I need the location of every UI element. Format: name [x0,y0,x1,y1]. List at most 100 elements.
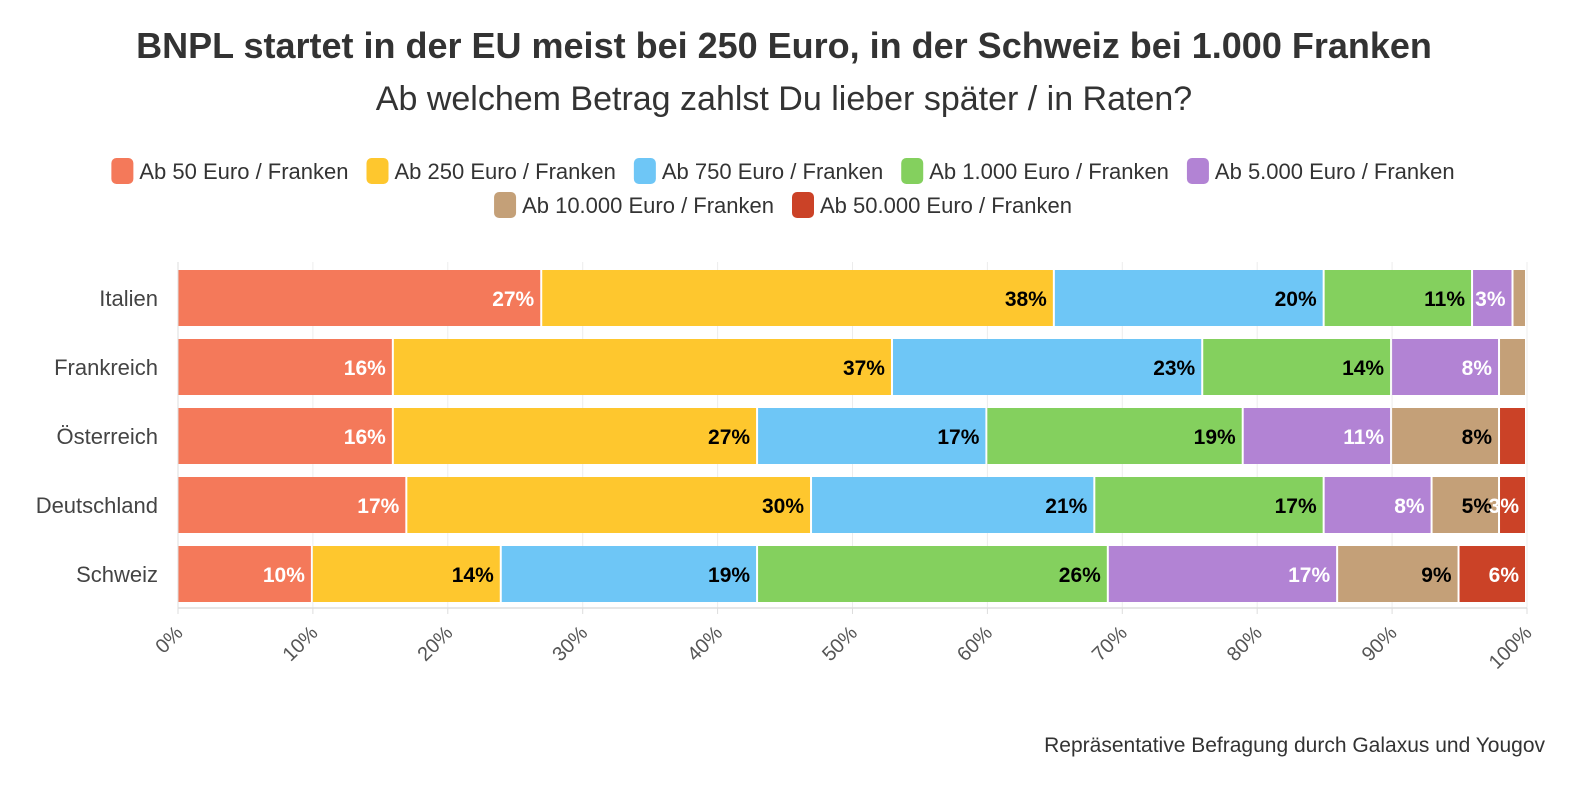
x-axis: 0% 10% 20% 30% 40% 50% 60% 70% 80% 90% 100% [152,262,1537,674]
data-label: 3% [1489,495,1520,518]
data-label: 11% [1343,426,1384,449]
legend-swatch [633,158,656,184]
legend-swatch [792,192,814,218]
data-label: 17% [1275,495,1317,518]
bar-segment [1459,546,1525,602]
x-tick-label: 20% [413,622,457,666]
legend-item: Ab 50 Euro / Franken [111,158,349,184]
category-label: Italien [99,286,158,311]
legend-swatch [1186,158,1209,184]
bar-segment [178,477,406,533]
category-label: Österreich [57,424,158,449]
bar-segment [1500,339,1525,395]
bar-segment [1513,270,1525,326]
data-label: 10% [263,564,305,587]
data-label: 20% [1275,288,1317,311]
legend-label: Ab 10.000 Euro / Franken [522,193,774,218]
bar-segment [178,546,311,602]
data-label: 14% [452,564,494,587]
legend-item: Ab 250 Euro / Franken [366,158,616,184]
x-tick-label: 80% [1223,622,1267,666]
data-label: 9% [1421,564,1452,587]
bar-segment [758,408,986,464]
data-label: 6% [1489,564,1520,587]
data-label: 8% [1462,426,1493,449]
bar-segment [178,270,541,326]
bar-segment [1338,546,1458,602]
bar-segment [1432,477,1499,533]
x-tick-label: 60% [953,622,997,666]
data-label: 8% [1394,495,1425,518]
bar-segment [178,339,392,395]
x-tick-label: 90% [1358,622,1402,666]
legend-item: Ab 1.000 Euro / Franken [901,158,1169,184]
legend-swatch [494,192,517,218]
bar-segment [1473,270,1512,326]
bar-segment [987,408,1242,464]
bar-segment [1054,270,1323,326]
legend-item: Ab 5.000 Euro / Franken [1186,158,1455,184]
caption: Repräsentative Befragung durch Galaxus u… [1044,734,1545,757]
legend-item: Ab 50.000 Euro / Franken [792,192,1072,218]
x-tick-label: 100% [1485,622,1537,674]
data-label: 17% [937,426,979,449]
bar-segment [1095,477,1323,533]
chart-subtitle: Ab welchem Betrag zahlst Du lieber späte… [376,80,1192,118]
legend-label: Ab 50 Euro / Franken [139,159,348,184]
bar-segment [542,270,1053,326]
data-label: 11% [1424,288,1465,311]
data-label: 21% [1045,495,1087,518]
x-tick-label: 30% [548,622,592,666]
data-label: 30% [762,495,804,518]
bar-segment [1324,477,1431,533]
data-label: 19% [708,564,750,587]
category-label: Frankreich [54,355,158,380]
bar-segment [758,546,1107,602]
bar-segment [393,408,757,464]
bar-segment [178,408,392,464]
bar-segment [1324,270,1472,326]
data-label: 14% [1342,357,1384,380]
legend: Ab 50 Euro / Franken Ab 250 Euro / Franke… [111,158,1455,218]
legend-label: Ab 50.000 Euro / Franken [820,193,1072,218]
data-label: 38% [1005,288,1047,311]
bar-segment [501,546,757,602]
legend-item: Ab 10.000 Euro / Franken [494,192,774,218]
bar-segment [1203,339,1391,395]
category-label: Deutschland [36,493,158,518]
data-label: 3% [1475,288,1506,311]
data-label: 17% [357,495,399,518]
bar-segment [1500,477,1525,533]
data-label: 19% [1194,426,1236,449]
bar-segment [407,477,811,533]
legend-swatch [366,158,389,184]
bar-segment [1392,339,1499,395]
data-label: 23% [1153,357,1195,380]
legend-label: Ab 1.000 Euro / Franken [929,159,1169,184]
category-label: Schweiz [76,562,158,587]
legend-label: Ab 750 Euro / Franken [662,159,883,184]
data-label: 16% [344,357,386,380]
legend-swatch [111,158,134,184]
data-label: 5% [1462,495,1493,518]
legend-item: Ab 750 Euro / Franken [633,158,883,184]
x-tick-label: 10% [279,622,323,666]
chart-title: BNPL startet in der EU meist bei 250 Eur… [136,25,1432,66]
bar-segment [1108,546,1337,602]
data-label: 8% [1462,357,1493,380]
x-tick-label: 70% [1088,622,1132,666]
data-label: 17% [1288,564,1330,587]
data-label: 37% [843,357,885,380]
data-label: 27% [492,288,534,311]
bar-segment [312,546,500,602]
legend-label: Ab 5.000 Euro / Franken [1215,159,1455,184]
data-label: 16% [344,426,386,449]
legend-swatch [901,158,924,184]
x-tick-label: 40% [683,622,727,666]
x-tick-label: 50% [818,622,862,666]
bar-segment [393,339,891,395]
bar-segment [1243,408,1391,464]
bar-segment [892,339,1202,395]
category-labels: Italien Frankreich Österreich Deutschland Sc… [36,286,158,587]
